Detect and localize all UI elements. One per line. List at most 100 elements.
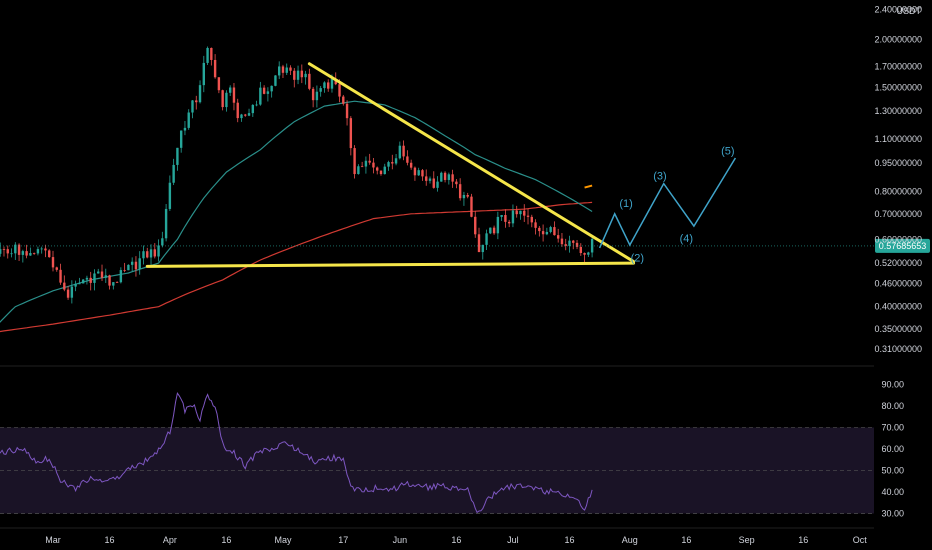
candle[interactable]	[357, 164, 360, 175]
candle[interactable]	[308, 68, 311, 91]
candle[interactable]	[228, 85, 232, 96]
candle[interactable]	[191, 100, 194, 119]
candle[interactable]	[477, 227, 481, 253]
candle[interactable]	[406, 150, 409, 166]
candle[interactable]	[575, 240, 579, 250]
candle[interactable]	[376, 166, 379, 175]
candle[interactable]	[560, 233, 564, 247]
candle[interactable]	[40, 246, 43, 254]
candle[interactable]	[153, 243, 156, 259]
candle[interactable]	[81, 278, 85, 284]
candle[interactable]	[85, 275, 89, 285]
candle[interactable]	[530, 214, 533, 228]
candle[interactable]	[523, 204, 526, 222]
candle[interactable]	[379, 170, 383, 176]
candle[interactable]	[553, 221, 556, 236]
candle[interactable]	[21, 249, 25, 263]
candle[interactable]	[66, 285, 70, 300]
candle[interactable]	[556, 228, 560, 243]
candle[interactable]	[485, 229, 488, 251]
candle[interactable]	[44, 244, 47, 258]
candle[interactable]	[179, 130, 183, 153]
candle[interactable]	[70, 280, 74, 304]
candle[interactable]	[63, 275, 66, 292]
candle[interactable]	[134, 256, 138, 277]
candle[interactable]	[534, 219, 537, 235]
candle[interactable]	[36, 246, 40, 256]
candle[interactable]	[568, 235, 571, 253]
candle[interactable]	[168, 175, 172, 211]
candle[interactable]	[492, 225, 496, 235]
candle[interactable]	[10, 248, 13, 258]
candle[interactable]	[78, 277, 81, 285]
candle[interactable]	[89, 271, 92, 291]
candle[interactable]	[123, 262, 126, 273]
candle[interactable]	[262, 85, 266, 95]
candle[interactable]	[387, 160, 390, 171]
candle[interactable]	[281, 64, 285, 78]
candle[interactable]	[432, 171, 435, 189]
candle[interactable]	[274, 75, 277, 87]
candle[interactable]	[247, 108, 251, 117]
candle[interactable]	[360, 161, 364, 168]
candle[interactable]	[590, 235, 594, 258]
forecast-wave-path[interactable]	[598, 157, 737, 249]
candle[interactable]	[564, 238, 567, 251]
candle[interactable]	[425, 169, 428, 186]
candle[interactable]	[59, 263, 62, 285]
candle[interactable]	[447, 172, 451, 185]
candle[interactable]	[413, 166, 417, 181]
candle[interactable]	[545, 227, 549, 236]
candle[interactable]	[217, 77, 221, 94]
candle[interactable]	[353, 145, 356, 179]
candle[interactable]	[157, 239, 160, 262]
candle[interactable]	[470, 193, 473, 218]
candle[interactable]	[327, 79, 330, 92]
candle[interactable]	[270, 85, 273, 98]
candle[interactable]	[504, 209, 507, 228]
candle[interactable]	[440, 171, 443, 182]
candle[interactable]	[489, 227, 492, 235]
candle[interactable]	[394, 154, 398, 166]
candle[interactable]	[451, 169, 454, 188]
candle[interactable]	[285, 63, 288, 75]
candle[interactable]	[462, 191, 466, 206]
candle[interactable]	[259, 81, 262, 106]
candle[interactable]	[383, 163, 386, 175]
candle[interactable]	[345, 100, 349, 126]
candle[interactable]	[244, 113, 247, 117]
candle[interactable]	[25, 244, 28, 259]
candle[interactable]	[587, 251, 590, 258]
candle[interactable]	[130, 257, 134, 272]
candle[interactable]	[300, 64, 304, 84]
candle[interactable]	[93, 269, 96, 291]
candle[interactable]	[289, 65, 292, 76]
candle[interactable]	[161, 231, 164, 248]
candle[interactable]	[296, 65, 300, 85]
candle[interactable]	[579, 243, 582, 256]
candle[interactable]	[402, 140, 405, 161]
candle[interactable]	[210, 47, 213, 66]
candle[interactable]	[507, 219, 511, 228]
candle[interactable]	[146, 247, 149, 259]
candle[interactable]	[526, 208, 530, 225]
candle[interactable]	[549, 225, 552, 234]
candle[interactable]	[342, 94, 345, 106]
last-price-tag[interactable]	[875, 238, 930, 253]
candle[interactable]	[583, 252, 586, 263]
candle[interactable]	[515, 205, 518, 218]
candle[interactable]	[187, 109, 190, 130]
candle[interactable]	[104, 268, 107, 283]
candle[interactable]	[443, 171, 447, 183]
trendline-descending-resistance[interactable]	[307, 62, 636, 264]
candle[interactable]	[51, 250, 55, 272]
candle[interactable]	[323, 81, 326, 93]
candle[interactable]	[428, 176, 432, 184]
drawings[interactable]: (1) (2) (3) (4) (5) 0.57685653	[0, 62, 930, 268]
candle[interactable]	[511, 204, 515, 228]
candle[interactable]	[17, 243, 21, 262]
candle[interactable]	[97, 268, 100, 274]
candle[interactable]	[496, 211, 500, 240]
candle[interactable]	[138, 251, 141, 275]
candle[interactable]	[417, 167, 420, 176]
